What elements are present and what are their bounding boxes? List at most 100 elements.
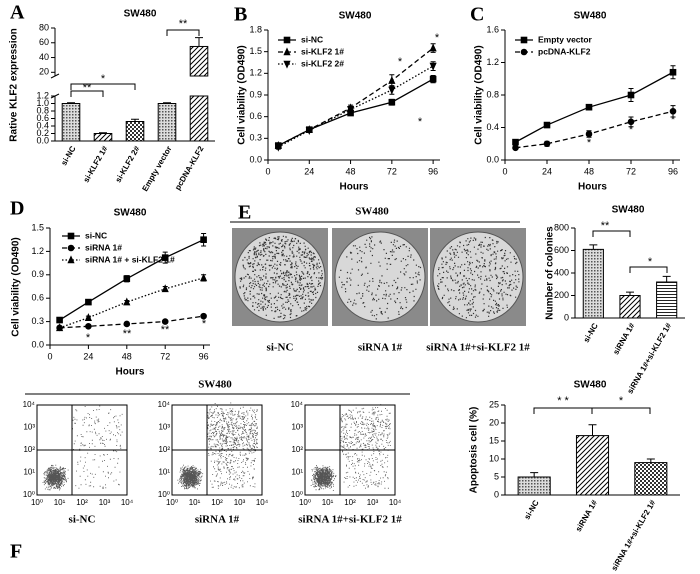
- image-label: si-NC: [267, 342, 294, 354]
- data-point: [85, 322, 92, 330]
- y-axis-label: Rative KLF2 expression: [9, 28, 20, 141]
- data-point: [123, 275, 131, 282]
- panel-letter: B: [234, 4, 247, 26]
- y-tick-label: 80: [39, 22, 49, 32]
- error-bar: [662, 275, 671, 282]
- x-tick-label: Empty vector: [140, 145, 173, 193]
- x-tick-label: 96: [199, 351, 209, 361]
- data-point: [84, 313, 92, 321]
- y-tick-label: 1.5: [249, 46, 262, 56]
- legend-label: Empty vector: [538, 34, 593, 44]
- colony-dots: [437, 236, 520, 319]
- significance-mark: *: [202, 318, 207, 330]
- data-point: [543, 121, 551, 129]
- y-tick-label: 800: [554, 222, 569, 232]
- flow-events: [42, 405, 123, 491]
- x-tick-label: 24: [83, 351, 93, 361]
- significance-mark: *: [648, 256, 653, 268]
- y-tick-label: 0.2: [36, 128, 49, 138]
- data-point: [56, 323, 64, 332]
- data-point: [305, 127, 313, 135]
- flow-y-tick: 10³: [158, 423, 170, 432]
- error-bar: [195, 37, 203, 47]
- y-axis-label: Apoptosis cell (%): [469, 407, 480, 494]
- x-tick-label: siRNA 1#+si-KLF2 1#: [610, 498, 658, 572]
- flow-y-tick: 10²: [291, 445, 303, 454]
- axes: [267, 30, 440, 161]
- x-tick-label: 96: [668, 166, 678, 176]
- legend-marker: [283, 47, 291, 56]
- quadrant-lines: [172, 405, 262, 495]
- legend-marker: [520, 48, 528, 56]
- flow-y-tick: 10⁴: [23, 400, 36, 409]
- significance-mark: *: [587, 137, 592, 149]
- plot-label: si-NC: [69, 514, 96, 526]
- flow-x-tick: 10¹: [322, 498, 334, 507]
- data-point: [85, 298, 92, 306]
- legend-label: siRNA 1# + si-KLF2 1#: [85, 254, 175, 264]
- y-tick-label: 1.2: [486, 57, 499, 67]
- significance-mark: *: [629, 124, 634, 136]
- flow-x-tick: 10¹: [54, 498, 66, 507]
- data-point: [627, 91, 635, 99]
- y-tick-label: 1.0: [36, 98, 49, 108]
- x-axis-label: Hours: [578, 182, 607, 193]
- x-tick-label: 72: [387, 166, 397, 176]
- data-point: [388, 75, 396, 84]
- chart-title: SW480: [612, 205, 645, 216]
- flow-x-tick: 10⁴: [256, 498, 269, 507]
- flow-x-tick: 10⁰: [299, 498, 311, 507]
- y-tick-label: 0.0: [249, 154, 262, 164]
- flow-y-tick: 10²: [23, 445, 35, 454]
- x-tick-label: 0: [265, 166, 270, 176]
- y-tick-label: 20: [39, 67, 49, 77]
- y-tick-label: 1.8: [249, 24, 262, 34]
- error-bar: [588, 424, 597, 436]
- x-tick-label: si-KLF2 2#: [114, 144, 142, 184]
- significance-mark: **: [161, 324, 170, 336]
- x-tick-label: si-KLF2 1#: [82, 144, 110, 184]
- data-point: [429, 75, 437, 83]
- data-point: [161, 254, 169, 261]
- significance-bracket: [629, 266, 668, 273]
- significance-mark: *: [671, 114, 676, 126]
- significance-mark: **: [123, 328, 132, 340]
- flow-y-tick: 10¹: [23, 468, 35, 477]
- x-tick-label: 48: [346, 166, 356, 176]
- flow-x-tick: 10¹: [189, 498, 201, 507]
- significance-bracket: [592, 230, 631, 237]
- flow-x-tick: 10⁴: [389, 498, 402, 507]
- y-tick-label: 1.2: [31, 246, 44, 256]
- significance-mark: **: [179, 18, 188, 30]
- significance-mark: **: [601, 220, 610, 232]
- y-tick-label: 0.9: [31, 269, 44, 279]
- chart-title: SW480: [574, 11, 607, 22]
- error-bar: [626, 291, 634, 296]
- data-point: [585, 130, 593, 138]
- y-tick-label: 15: [489, 435, 499, 445]
- legend-label: pcDNA-KLF2: [538, 46, 591, 56]
- flow-x-tick: 10²: [76, 498, 88, 507]
- significance-bracket: [591, 407, 651, 414]
- series-line: [278, 65, 434, 148]
- y-tick-label: 40: [39, 52, 49, 62]
- axis-break: [50, 73, 60, 99]
- error-bar: [131, 118, 139, 122]
- legend-marker: [67, 244, 75, 252]
- significance-mark: *: [435, 32, 440, 44]
- x-tick-label: pcDNA-KLF2: [173, 144, 206, 192]
- plot-label: siRNA 1#+si-KLF2 1#: [298, 514, 402, 526]
- flow-y-tick: 10³: [23, 423, 35, 432]
- error-bar: [67, 102, 75, 104]
- flow-y-tick: 10²: [158, 445, 170, 454]
- quadrant-lines: [305, 405, 395, 495]
- flow-x-tick: 10⁰: [31, 498, 43, 507]
- x-tick-label: 24: [542, 166, 552, 176]
- flow-y-tick: 10¹: [291, 468, 303, 477]
- y-tick-label: 1.5: [31, 222, 44, 232]
- y-tick-label: 0.4: [486, 122, 499, 132]
- y-axis-label: Cell viability (OD490): [237, 45, 248, 144]
- flow-y-tick: 10⁴: [158, 400, 171, 409]
- data-point: [274, 143, 282, 152]
- image-label: siRNA 1#: [358, 342, 403, 354]
